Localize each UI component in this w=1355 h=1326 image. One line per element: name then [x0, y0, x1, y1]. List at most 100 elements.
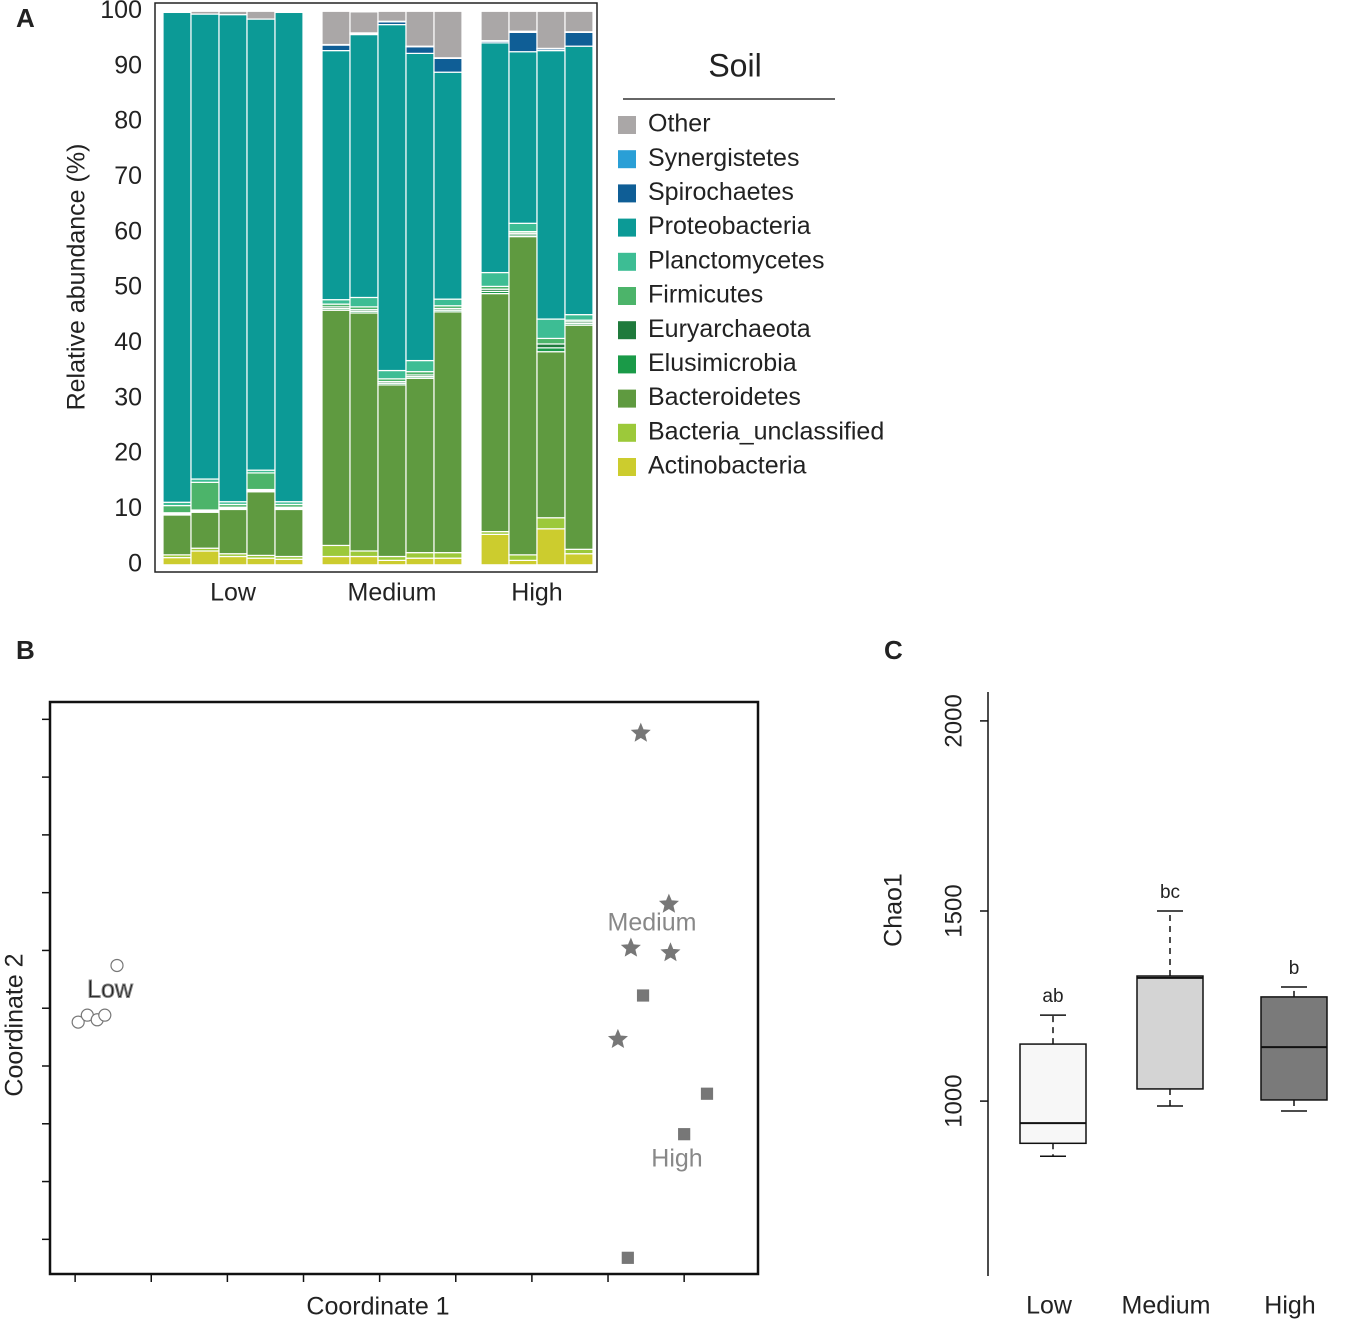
bar-segment: [162, 11, 192, 503]
y-tick-label: 2000: [940, 694, 967, 747]
bar-segment: [564, 45, 594, 316]
bar-segment: [405, 10, 435, 47]
bar-segment: [246, 491, 276, 556]
x-tick-label: Medium: [348, 579, 437, 607]
y-axis-title: Coordinate 2: [1, 953, 29, 1096]
bar-segment: [349, 33, 379, 299]
x-axis-title: Coordinate 1: [306, 1293, 449, 1321]
bar-segment: [274, 508, 304, 558]
point: [71, 1015, 85, 1029]
point: [700, 1087, 714, 1100]
bar-segment: [433, 298, 463, 307]
bar-segment: [405, 377, 435, 554]
plot-frame: [48, 700, 760, 1276]
bar-segment: [564, 10, 594, 33]
point: [607, 1028, 628, 1048]
y-axis-title: Relative abundance (%): [63, 144, 91, 411]
legend-swatch: [618, 355, 636, 374]
bar-segment: [246, 10, 276, 20]
bar-segment: [405, 552, 435, 559]
legend-label: Proteobacteria: [648, 212, 811, 240]
y-axis-title: Chao1: [880, 873, 908, 947]
bar-segment: [321, 544, 351, 558]
bar-segment: [536, 528, 566, 566]
x-tick-label: High: [511, 579, 562, 607]
y-tick-label: 50: [114, 273, 142, 301]
legend-title: Soil: [708, 47, 761, 83]
bar-segment: [508, 554, 538, 561]
bar-segment: [433, 552, 463, 559]
legend-label: Actinobacteria: [648, 452, 807, 480]
legend-swatch: [618, 287, 636, 305]
legend-label: Bacteroidetes: [648, 383, 801, 411]
legend-swatch: [618, 184, 636, 203]
legend-label: Planctomycetes: [648, 246, 824, 274]
bar-segment: [377, 10, 407, 22]
bar-segment: [377, 369, 407, 380]
point: [110, 958, 124, 973]
bar-segment: [162, 514, 192, 556]
bar-segment: [321, 555, 351, 566]
point: [660, 942, 681, 962]
legend-swatch: [618, 218, 636, 237]
bar-segment: [405, 557, 435, 566]
bar-segment: [564, 548, 594, 555]
bar-segment: [377, 23, 407, 372]
significance-label: bc: [1160, 882, 1180, 903]
y-tick-label: 80: [114, 107, 142, 135]
significance-label: b: [1289, 958, 1300, 979]
bar-segment: [218, 10, 248, 16]
bar-segment: [246, 472, 276, 491]
bar-segment: [218, 555, 248, 566]
bar-segment: [433, 57, 463, 73]
legend-swatch: [618, 150, 636, 169]
bar-segment: [480, 10, 510, 42]
y-tick-label: 90: [114, 51, 142, 79]
bar-segment: [190, 550, 220, 566]
point: [98, 1008, 112, 1022]
bar-segment: [162, 504, 192, 514]
y-tick-label: 40: [114, 328, 142, 356]
box: [1136, 975, 1204, 1090]
point: [630, 722, 651, 742]
bar-segment: [162, 10, 192, 14]
bar-segment: [433, 557, 463, 566]
bar-segment: [536, 351, 566, 519]
bar-segment: [508, 31, 538, 53]
panel-label: C: [884, 635, 903, 665]
y-tick-label: 70: [114, 162, 142, 190]
point: [678, 1128, 691, 1141]
bar-segment: [349, 296, 379, 308]
legend-swatch: [618, 321, 636, 340]
bar-segment: [480, 292, 510, 533]
bar-segment: [508, 559, 538, 566]
y-tick-label: 20: [114, 439, 142, 467]
point: [621, 1251, 634, 1264]
bar-segment: [405, 46, 435, 54]
bar-segment: [190, 481, 220, 511]
bar-segment: [190, 13, 220, 480]
bar-segment: [433, 311, 463, 554]
bar-segment: [377, 559, 407, 566]
legend-label: Bacteria_unclassified: [648, 417, 884, 445]
bar-segment: [321, 299, 351, 305]
legend-label: Euryarchaeota: [648, 315, 811, 343]
bar-segment: [508, 10, 538, 32]
y-tick-label: 0: [128, 549, 142, 577]
bar-segment: [536, 337, 566, 345]
x-tick-label: Low: [210, 579, 257, 607]
bar-segment: [508, 235, 538, 556]
legend-label: Elusimicrobia: [648, 349, 797, 377]
bar-segment: [564, 324, 594, 550]
plot-frame: [154, 2, 598, 573]
bar-segment: [349, 555, 379, 566]
legend-swatch: [618, 252, 636, 271]
bar-segment: [480, 42, 510, 274]
legend-swatch: [618, 116, 636, 134]
bar-segment: [349, 312, 379, 552]
bar-segment: [564, 553, 594, 566]
bar-segment: [274, 11, 304, 503]
bar-segment: [480, 271, 510, 287]
x-tick-label: High: [1264, 1292, 1315, 1320]
